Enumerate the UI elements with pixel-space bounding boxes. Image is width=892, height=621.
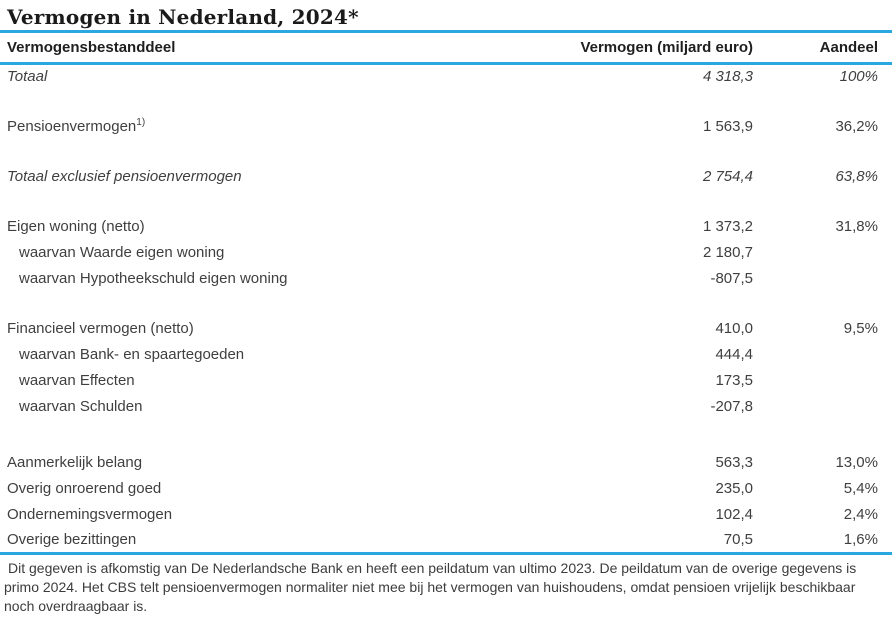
table-row-aanmerkelijk-belang: Aanmerkelijk belang 563,3 13,0% [0, 449, 892, 475]
wealth-table: Vermogensbestanddeel Vermogen (miljard e… [0, 33, 892, 555]
row-share: 5,4% [843, 479, 878, 497]
table-row-effecten: waarvan Effecten 173,5 [0, 367, 892, 393]
row-label-text: Pensioenvermogen [7, 117, 137, 135]
row-label: Overig onroerend goed [7, 479, 162, 497]
row-share: 13,0% [835, 453, 878, 471]
row-label: waarvan Effecten [19, 371, 135, 389]
table-header: Vermogensbestanddeel Vermogen (miljard e… [0, 33, 892, 63]
row-share [753, 239, 892, 265]
row-value: 1 563,9 [702, 117, 753, 135]
spacer-row [0, 139, 892, 163]
row-value: 1 373,2 [702, 217, 753, 235]
table-row-totaal-exclusief: Totaal exclusief pensioenvermogen 2 754,… [0, 163, 892, 189]
table-row-totaal: Totaal 4 318,3 100% [0, 63, 892, 89]
row-value: -807,5 [710, 269, 753, 287]
row-value: -207,8 [710, 397, 753, 415]
row-share [753, 393, 892, 419]
row-share: 9,5% [843, 319, 878, 337]
row-value: 563,3 [715, 453, 753, 471]
title-block: Vermogen in Nederland, 2024* [0, 0, 892, 33]
page-title: Vermogen in Nederland, 2024* [7, 5, 359, 29]
row-value: 173,5 [715, 371, 753, 389]
row-label: Aanmerkelijk belang [7, 453, 143, 471]
row-share: 63,8% [835, 167, 878, 185]
spacer-row [0, 189, 892, 213]
row-share: 100% [839, 68, 878, 86]
row-share: 2,4% [843, 505, 878, 523]
row-value: 2 180,7 [702, 243, 753, 261]
row-share [753, 367, 892, 393]
header-row: Vermogensbestanddeel Vermogen (miljard e… [0, 33, 892, 63]
row-share: 31,8% [835, 217, 878, 235]
row-value: 4 318,3 [702, 68, 753, 86]
table-row-ondernemingsvermogen: Ondernemingsvermogen 102,4 2,4% [0, 501, 892, 527]
row-label: Eigen woning (netto) [7, 217, 145, 235]
table-row-schulden: waarvan Schulden -207,8 [0, 393, 892, 419]
row-label: Totaal [7, 68, 48, 86]
row-label: waarvan Waarde eigen woning [19, 243, 225, 261]
row-value: 70,5 [723, 530, 753, 548]
row-share: 36,2% [835, 117, 878, 135]
row-label: Totaal exclusief pensioenvermogen [7, 167, 242, 185]
row-label: Pensioenvermogen1) [0, 113, 538, 139]
row-share: 1,6% [843, 530, 878, 548]
table-row-eigen-woning: Eigen woning (netto) 1 373,2 31,8% [0, 213, 892, 239]
row-value: 2 754,4 [702, 167, 753, 185]
row-label: Overige bezittingen [7, 530, 137, 548]
row-label: Financieel vermogen (netto) [7, 319, 194, 337]
row-label: waarvan Hypotheekschuld eigen woning [19, 269, 288, 287]
table-row-overig-onroerend-goed: Overig onroerend goed 235,0 5,4% [0, 475, 892, 501]
column-header-value: Vermogen (miljard euro) [580, 38, 753, 56]
row-label: waarvan Schulden [19, 397, 143, 415]
table-row-pensioenvermogen: Pensioenvermogen1) 1 563,9 36,2% [0, 113, 892, 139]
row-value: 444,4 [715, 345, 753, 363]
spacer-row [0, 89, 892, 113]
row-share [753, 341, 892, 367]
table-row-bank-spaartegoeden: waarvan Bank- en spaartegoeden 444,4 [0, 341, 892, 367]
table-row-overige-bezittingen: Overige bezittingen 70,5 1,6% [0, 527, 892, 553]
row-label: waarvan Bank- en spaartegoeden [19, 345, 245, 363]
column-header-component: Vermogensbestanddeel [7, 38, 176, 56]
column-header-share: Aandeel [819, 38, 878, 56]
row-value: 410,0 [715, 319, 753, 337]
footnote-marker: 1) [136, 116, 146, 128]
spacer-row [0, 291, 892, 315]
row-label: Ondernemingsvermogen [7, 505, 173, 523]
footnote-text: Dit gegeven is afkomstig van De Nederlan… [4, 559, 857, 614]
row-value: 102,4 [715, 505, 753, 523]
table-row-hypotheekschuld: waarvan Hypotheekschuld eigen woning -80… [0, 265, 892, 291]
row-share [753, 265, 892, 291]
row-value: 235,0 [715, 479, 753, 497]
table-row-waarde-eigen-woning: waarvan Waarde eigen woning 2 180,7 [0, 239, 892, 265]
spacer-row [0, 419, 892, 449]
table-row-financieel-vermogen: Financieel vermogen (netto) 410,0 9,5% [0, 315, 892, 341]
